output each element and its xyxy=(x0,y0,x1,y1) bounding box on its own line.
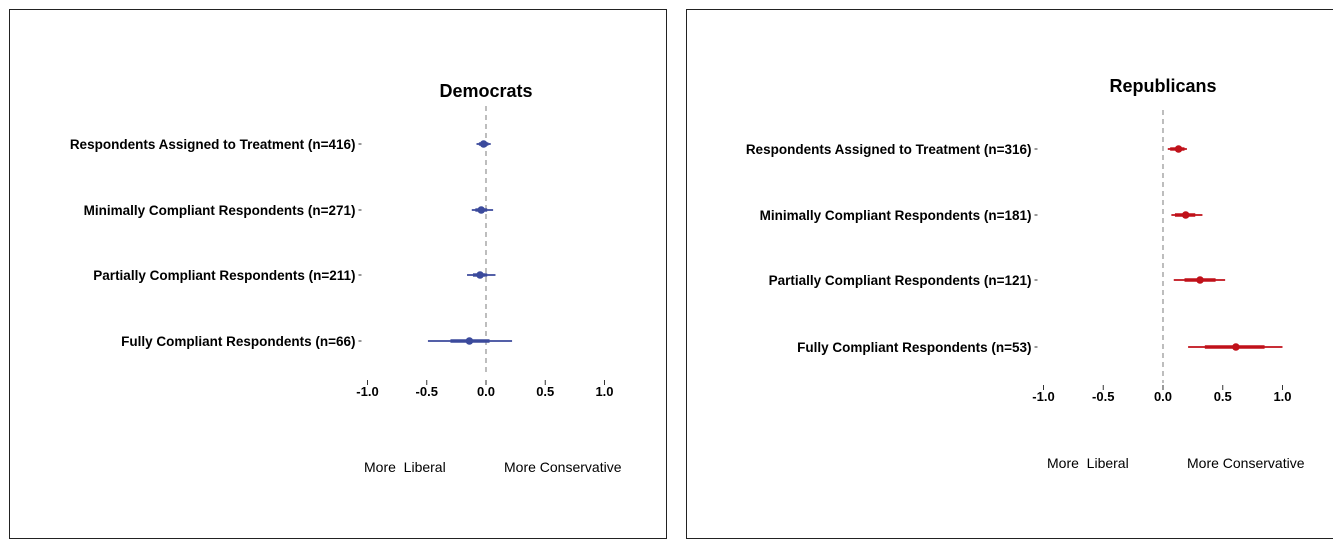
category-label: Respondents Assigned to Treatment (n=416… xyxy=(70,137,356,152)
point-estimate xyxy=(1181,211,1190,219)
chart-title: Republicans xyxy=(1109,76,1216,96)
category-label: Respondents Assigned to Treatment (n=316… xyxy=(746,142,1032,157)
democrats-chart: Democrats Respondents Assigned to Treatme… xyxy=(70,81,622,475)
point-estimate xyxy=(476,271,484,279)
republicans-panel: Republicans Respondents Assigned to Treat… xyxy=(686,9,1333,539)
x-tick-label: 0.5 xyxy=(1214,389,1232,404)
direction-label-liberal: More Liberal xyxy=(1047,455,1129,471)
x-tick-label: -1.0 xyxy=(1032,389,1054,404)
category-label: Fully Compliant Respondents (n=53) xyxy=(797,340,1031,355)
democrats-panel: Democrats Respondents Assigned to Treatme… xyxy=(9,9,667,539)
x-tick-label: 1.0 xyxy=(595,384,613,399)
category-label: Minimally Compliant Respondents (n=271) xyxy=(84,203,356,218)
category-label: Minimally Compliant Respondents (n=181) xyxy=(760,208,1032,223)
point-estimate xyxy=(1174,145,1183,153)
direction-label-conservative: More Conservative xyxy=(504,459,622,475)
x-tick-label: 0.0 xyxy=(1154,389,1172,404)
x-tick-label: -0.5 xyxy=(1092,389,1114,404)
point-estimate xyxy=(1232,343,1240,351)
chart-title: Democrats xyxy=(439,81,532,101)
point-estimate xyxy=(1196,276,1204,284)
x-tick-label: 0.0 xyxy=(477,384,495,399)
x-tick-label: 1.0 xyxy=(1273,389,1291,404)
x-tick-label: -0.5 xyxy=(416,384,438,399)
point-estimate xyxy=(479,140,488,148)
category-label: Fully Compliant Respondents (n=66) xyxy=(121,334,355,349)
republicans-chart: Republicans Respondents Assigned to Treat… xyxy=(746,76,1305,471)
direction-label-liberal: More Liberal xyxy=(364,459,446,475)
point-estimate xyxy=(465,337,474,345)
category-label: Partially Compliant Respondents (n=121) xyxy=(769,273,1032,288)
point-estimate xyxy=(477,206,486,214)
category-label: Partially Compliant Respondents (n=211) xyxy=(93,268,355,283)
direction-label-conservative: More Conservative xyxy=(1187,455,1305,471)
x-tick-label: -1.0 xyxy=(356,384,378,399)
x-tick-label: 0.5 xyxy=(536,384,554,399)
